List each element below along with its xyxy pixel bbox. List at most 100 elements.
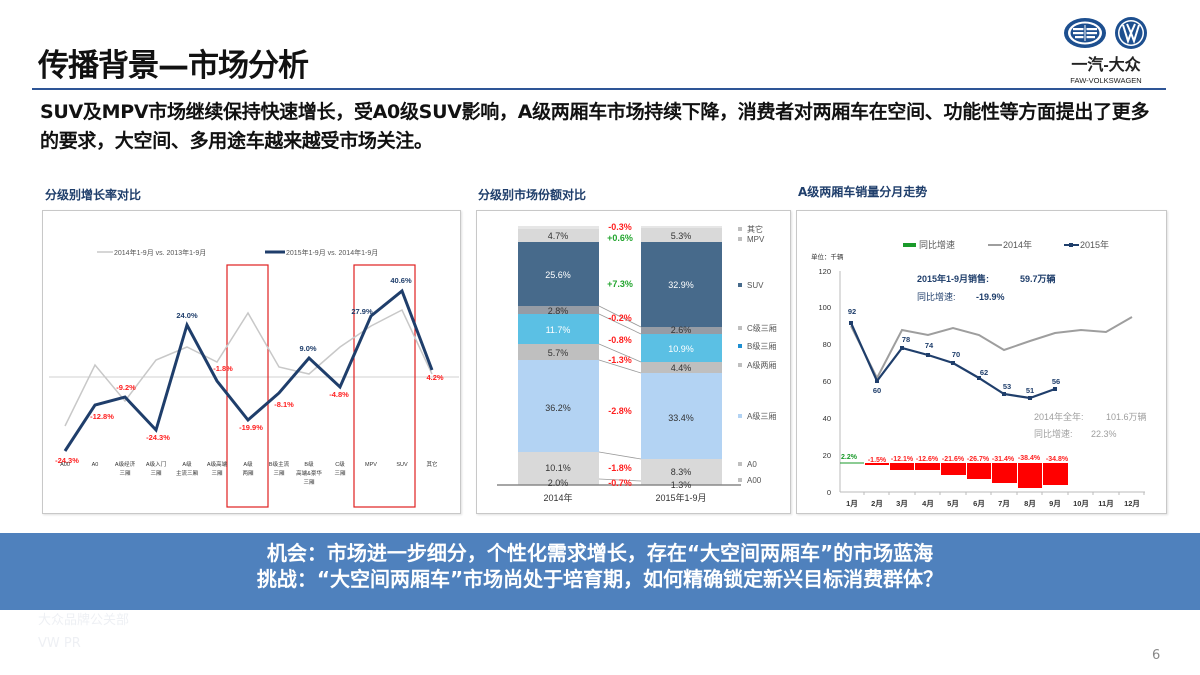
- monthly-chart: 同比增速 2014年 2015年 单位：千辆 0 20 40 60 80 100…: [796, 210, 1167, 514]
- x-tick-label: 三厢: [119, 470, 131, 477]
- data-label: 56: [1052, 377, 1060, 386]
- legend-label: A00: [747, 476, 762, 485]
- legend-label: C级三厢: [747, 323, 777, 333]
- y-tick-label: 120: [818, 267, 831, 276]
- data-label: 9.0%: [299, 344, 316, 353]
- segment-value: 1.3%: [671, 480, 692, 490]
- x-tick-label: A0: [92, 462, 99, 468]
- data-label: -1.8%: [213, 364, 233, 373]
- x-tick-label: 其它: [426, 460, 437, 468]
- data-label: 74: [925, 341, 934, 350]
- page-title: 传播背景—市场分析: [38, 48, 309, 84]
- unit-label: 单位：千辆: [811, 252, 844, 261]
- legend-label: A级两厢: [747, 360, 776, 370]
- growth-label: -38.4%: [1018, 455, 1041, 462]
- y-tick-label: 0: [827, 488, 831, 497]
- annotation-text: 101.6万辆: [1106, 411, 1147, 422]
- data-label: 40.6%: [390, 276, 412, 285]
- data-label: -12.8%: [90, 412, 114, 421]
- x-tick-label: 5月: [947, 499, 959, 508]
- annotation-text: 2014年全年:: [1034, 411, 1084, 422]
- data-label: 4.2%: [426, 373, 443, 382]
- share-chart-title: 分级别市场份额对比: [478, 188, 587, 202]
- change-value: -0.2%: [608, 313, 632, 323]
- growth-label: -12.1%: [891, 456, 914, 463]
- x-tick-label: 2015年1-9月: [655, 492, 706, 503]
- change-value: -1.8%: [608, 463, 632, 473]
- change-value: -0.3%: [608, 222, 632, 232]
- series-2014-line: [850, 316, 1133, 381]
- segment-value: 4.7%: [548, 231, 569, 241]
- x-tick-label: 12月: [1124, 499, 1140, 508]
- change-value: -0.7%: [608, 478, 632, 488]
- x-tick-label: 两厢: [242, 470, 254, 477]
- x-tick-label: 7月: [998, 499, 1010, 508]
- x-tick-label: A级入门: [146, 460, 166, 468]
- growth-chart-title: 分级别增长率对比: [45, 188, 142, 202]
- legend-label: 同比增速: [919, 239, 955, 250]
- monthly-chart-title: A级两厢车销量分月走势: [798, 185, 928, 199]
- x-tick-label: 9月: [1049, 499, 1061, 508]
- annotation-text: 同比增速:: [1034, 428, 1073, 439]
- data-label: -8.1%: [274, 400, 294, 409]
- change-value: -2.8%: [608, 406, 632, 416]
- x-tick-label: 11月: [1098, 499, 1113, 508]
- x-tick-label: 三厢: [273, 470, 285, 477]
- logo-en-text: FAW-VOLKSWAGEN: [1070, 76, 1141, 85]
- footer-dept-en: VW PR: [38, 636, 81, 651]
- data-label: -19.9%: [239, 423, 263, 432]
- title-divider: [32, 88, 1166, 90]
- x-tick-label: SUV: [396, 462, 408, 468]
- annotation-text: -19.9%: [976, 292, 1005, 302]
- conclusion-banner: 机会：市场进一步细分，个性化需求增长，存在“大空间两厢车”的市场蓝海 挑战：“大…: [0, 533, 1200, 610]
- annotation-text: 2015年1-9月销售:: [917, 273, 989, 284]
- growth-chart: 2014年1-9月 vs. 2013年1-9月 2015年1-9月 vs. 20…: [42, 210, 461, 514]
- y-tick-label: 60: [823, 377, 831, 386]
- segment-value: 10.1%: [545, 463, 571, 473]
- data-label: -4.8%: [329, 390, 349, 399]
- vw-logo-icon: [1115, 17, 1147, 49]
- change-value: +0.6%: [607, 233, 633, 243]
- growth-label: 2.2%: [841, 454, 858, 461]
- x-tick-label: 6月: [973, 499, 985, 508]
- growth-label: -12.6%: [916, 456, 939, 463]
- highlight-box-mpv-suv: [353, 264, 416, 508]
- data-label: -24.3%: [146, 433, 170, 442]
- change-value: -1.3%: [608, 355, 632, 365]
- footer-dept: 大众品牌公关部: [38, 613, 130, 628]
- x-tick-label: 1月: [846, 499, 858, 508]
- data-label: 53: [1003, 382, 1011, 391]
- series-2015-line: [849, 322, 1056, 400]
- faw-logo-icon: [1064, 18, 1106, 48]
- growth-label: -34.8%: [1046, 456, 1069, 463]
- legend-label: 2015年: [1080, 239, 1109, 250]
- x-tick-label: 3月: [896, 499, 908, 508]
- segment-value: 8.3%: [671, 467, 692, 477]
- series-2015-line: [63, 288, 434, 452]
- growth-label: -26.7%: [967, 456, 990, 463]
- y-tick-label: 100: [818, 303, 831, 312]
- x-tick-label: A级: [182, 460, 192, 468]
- data-label: 70: [952, 350, 960, 359]
- segment-value: 5.3%: [671, 231, 692, 241]
- growth-bars: [865, 463, 1068, 488]
- segment-value: 10.9%: [668, 344, 694, 354]
- data-label: 51: [1026, 386, 1034, 395]
- x-tick-label: A级: [243, 460, 253, 468]
- x-tick-label: 三厢: [303, 479, 315, 486]
- segment-value: 5.7%: [548, 348, 569, 358]
- x-tick-label: A级经济: [115, 460, 136, 468]
- segment-value: 2.6%: [671, 325, 692, 335]
- intro-paragraph: SUV及MPV市场继续保持快速增长，受A0级SUV影响，A级两厢车市场持续下降，…: [40, 101, 1150, 152]
- segment-value: 2.0%: [548, 478, 569, 488]
- legend-2014-label: 2014年1-9月 vs. 2013年1-9月: [114, 248, 206, 257]
- faw-vw-logo: 一汽-大众 FAW-VOLKSWAGEN: [1056, 14, 1156, 88]
- legend-label: B级三厢: [747, 341, 776, 351]
- share-chart: 4.7% 25.6% 2.8% 11.7% 5.7% 36.2% 10.1% 2…: [476, 210, 791, 514]
- annotation-text: 59.7万辆: [1020, 273, 1056, 284]
- data-label: 60: [873, 386, 881, 395]
- growth-label: -21.6%: [942, 456, 965, 463]
- x-tick-label: 高端&豪华: [296, 469, 322, 477]
- segment-value: 4.4%: [671, 363, 692, 373]
- legend-label: SUV: [747, 281, 764, 290]
